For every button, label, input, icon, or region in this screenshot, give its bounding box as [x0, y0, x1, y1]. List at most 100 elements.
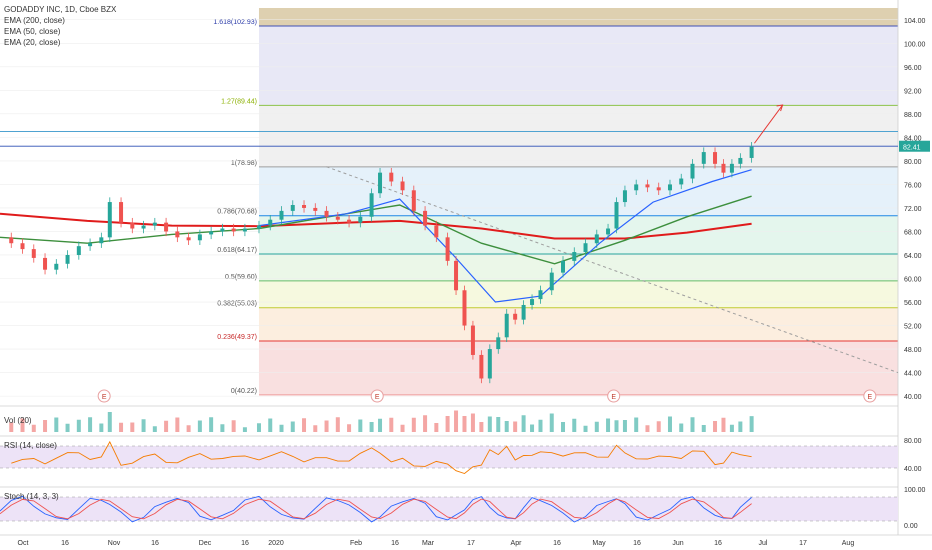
candle [521, 304, 526, 320]
price-tick: 68.00 [904, 229, 922, 236]
time-tick: Oct [18, 540, 29, 547]
volume-bar [614, 420, 619, 432]
volume-bar [583, 425, 588, 432]
last-price-tag [899, 140, 930, 152]
rsi-legend[interactable]: RSI (14, close) [4, 441, 57, 450]
time-tick: Nov [108, 540, 121, 547]
rsi-line [11, 440, 752, 475]
candle [738, 157, 743, 164]
candle [445, 237, 450, 261]
price-tick: 88.00 [904, 112, 922, 119]
volume-bar [470, 413, 475, 432]
stoch-tick: 100.00 [904, 487, 926, 494]
candle [164, 222, 169, 232]
time-tick: 16 [61, 540, 69, 547]
earnings-marker [97, 389, 111, 403]
candle [209, 231, 214, 235]
volume-bar [290, 421, 295, 432]
time-tick: Dec [199, 540, 212, 547]
symbol-title[interactable]: GODADDY INC, 1D, Cboe BZX [4, 5, 117, 14]
earnings-marker-label: E [868, 394, 873, 401]
time-axis: Oct 16 Nov 16 Dec 16 2020 Feb 16 Mar 17 Apr 16 May 16 J… [18, 540, 855, 547]
candle [9, 237, 14, 244]
fib-label: 0.618(64.17) [217, 247, 257, 254]
volume-bar [400, 424, 405, 432]
candle [290, 205, 295, 211]
volume-bar [645, 425, 650, 432]
fib-label: 0.5(59.60) [225, 274, 257, 281]
candle [302, 205, 307, 208]
price-tick: 76.00 [904, 182, 922, 189]
candle [634, 184, 639, 191]
candle [20, 243, 25, 250]
volume-bar [99, 423, 104, 432]
volume-bar [9, 422, 14, 432]
candle [231, 228, 236, 232]
candle [479, 354, 484, 379]
vol-legend[interactable]: Vol (20) [4, 416, 32, 425]
earnings-marker [863, 389, 877, 403]
time-tick: Feb [350, 540, 362, 547]
candle [690, 163, 695, 179]
volume-bar [175, 417, 180, 432]
volume-bar [242, 427, 247, 432]
time-tick: 16 [391, 540, 399, 547]
candle [713, 152, 718, 164]
price-tick: 64.00 [904, 253, 922, 260]
candle [645, 184, 650, 188]
price-tick: 52.00 [904, 324, 922, 331]
volume-bar [454, 410, 459, 432]
price-tick: 44.00 [904, 371, 922, 378]
volume-bar [496, 417, 501, 432]
candle [220, 228, 225, 232]
fib-label: 0.236(49.37) [217, 334, 257, 341]
volume-bar [479, 422, 484, 432]
volume-bar [656, 421, 661, 432]
stoch-legend[interactable]: Stoch (14, 3, 3) [4, 492, 59, 501]
volume-bar [141, 419, 146, 432]
candle [614, 202, 619, 229]
volume-bar [622, 420, 627, 432]
candle [594, 234, 599, 244]
volume-bar [107, 412, 112, 432]
candle [43, 257, 48, 270]
candle [462, 290, 467, 326]
volume-bar [43, 420, 48, 432]
time-tick: 16 [714, 540, 722, 547]
candle [130, 222, 135, 229]
fib-zone-3 [258, 253, 898, 281]
candle [434, 225, 439, 238]
candle [454, 260, 459, 291]
candle [119, 202, 124, 223]
ema50-legend[interactable]: EMA (50, close) [4, 27, 61, 36]
candle [141, 225, 146, 229]
ema20-legend[interactable]: EMA (20, close) [4, 38, 61, 47]
candles [9, 104, 784, 384]
volume-bar [679, 423, 684, 432]
ema200-legend[interactable]: EMA (200, close) [4, 16, 65, 25]
volume-bar [324, 420, 329, 432]
rsi-tick: 40.00 [904, 466, 922, 473]
volume-bar [335, 417, 340, 432]
fib-label: 0.786(70.68) [217, 209, 257, 216]
volume-bar [434, 423, 439, 432]
fib-label: 1.618(102.93) [213, 19, 257, 26]
candle [31, 249, 36, 258]
candle [411, 190, 416, 211]
volume-bar [749, 416, 754, 432]
candle [369, 193, 374, 217]
volume-bar [389, 417, 394, 432]
volume-bar [513, 421, 518, 432]
fib-zone-7 [258, 26, 898, 106]
volume-bar [634, 417, 639, 432]
candle [470, 325, 475, 355]
volume-bar [256, 423, 261, 432]
volume-bar [378, 418, 383, 432]
time-tick: Mar [422, 540, 435, 547]
candle [496, 337, 501, 350]
time-tick: 17 [799, 540, 807, 547]
candle [749, 146, 754, 158]
candle [572, 252, 577, 261]
